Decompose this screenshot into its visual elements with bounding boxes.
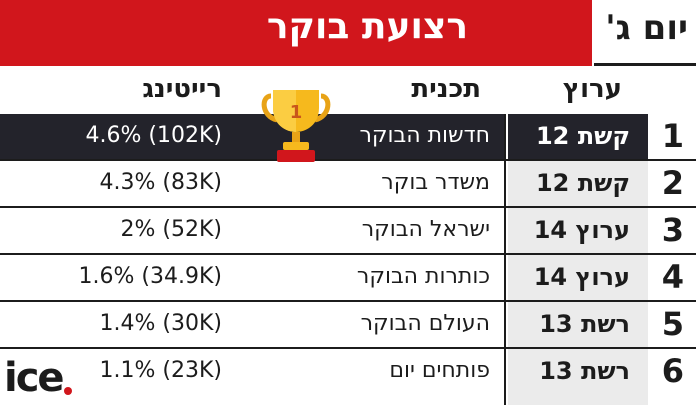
channel-cell: ערוץ 14 bbox=[508, 255, 648, 300]
channel-cell: קשת 12 bbox=[508, 161, 648, 206]
rating-cell: (23K) 1.1% פותחים יום bbox=[0, 349, 506, 405]
rating-cell: (34.9K) 1.6% כותרות הבוקר bbox=[0, 255, 506, 300]
trophy-stem bbox=[292, 132, 300, 142]
rank-number: 2 bbox=[661, 164, 684, 202]
channel-cell: רשת 13 bbox=[508, 349, 648, 405]
rank-cell: 6 bbox=[648, 349, 696, 394]
trophy-handle-left bbox=[261, 93, 278, 123]
program-name: כותרות הבוקר bbox=[356, 264, 490, 289]
column-header-channel: ערוץ bbox=[562, 74, 622, 104]
program-name: חדשות הבוקר bbox=[359, 123, 490, 148]
channel-cell: קשת 12 bbox=[508, 114, 648, 159]
table-row: (34.9K) 1.6% כותרות הבוקר ערוץ 14 4 bbox=[0, 255, 696, 302]
rank-number: 5 bbox=[661, 305, 684, 343]
trophy-handle-right bbox=[314, 93, 331, 123]
rank-cell: 5 bbox=[648, 302, 696, 347]
rank-cell: 4 bbox=[648, 255, 696, 300]
logo: ice bbox=[4, 358, 74, 402]
rating-value: (34.9K) 1.6% bbox=[78, 264, 223, 289]
table-row: (83K) 4.3% משדר בוקר קשת 12 2 bbox=[0, 161, 696, 208]
rank-cell: 3 bbox=[648, 208, 696, 253]
channel-name: קשת 12 bbox=[535, 169, 630, 197]
rating-cell: (52K) 2% ישראל הבוקר bbox=[0, 208, 506, 253]
trophy-base bbox=[277, 150, 315, 162]
logo-text: ice bbox=[4, 355, 65, 401]
table-row: (52K) 2% ישראל הבוקר ערוץ 14 3 bbox=[0, 208, 696, 255]
rank-number: 1 bbox=[661, 117, 684, 155]
logo-dot bbox=[64, 387, 72, 395]
rating-cell: (30K) 1.4% העולם הבוקר bbox=[0, 302, 506, 347]
program-name: העולם הבוקר bbox=[360, 311, 490, 336]
rank-cell: 2 bbox=[648, 161, 696, 206]
rank-number: 6 bbox=[661, 352, 684, 390]
rating-cell: (102K) 4.6% חדשות הבוקר bbox=[0, 114, 506, 159]
header-banner: רצועת בוקר bbox=[0, 0, 592, 66]
page-title: רצועת בוקר bbox=[266, 6, 468, 47]
column-header-rating: רייטינג bbox=[142, 74, 222, 104]
day-box: יום ג' bbox=[594, 0, 696, 66]
trophy-icon: 1 bbox=[261, 90, 331, 162]
table-row: (23K) 1.1% פותחים יום רשת 13 6 bbox=[0, 349, 696, 405]
channel-cell: רשת 13 bbox=[508, 302, 648, 347]
trophy-number: 1 bbox=[290, 102, 303, 123]
channel-name: רשת 13 bbox=[539, 310, 630, 338]
trophy-neck bbox=[283, 142, 309, 150]
row-divider bbox=[0, 159, 696, 161]
rating-cell: (83K) 4.3% משדר בוקר bbox=[0, 161, 506, 206]
row-divider bbox=[0, 300, 696, 302]
rating-value: (83K) 4.3% bbox=[99, 170, 223, 195]
channel-cell: ערוץ 14 bbox=[508, 208, 648, 253]
rating-value: (102K) 4.6% bbox=[85, 123, 223, 148]
column-header-program: תכנית bbox=[411, 74, 481, 104]
rank-number: 4 bbox=[661, 258, 684, 296]
day-label: יום ג' bbox=[605, 8, 688, 48]
rank-cell: 1 bbox=[648, 114, 696, 159]
trophy-cup-highlight bbox=[273, 90, 296, 132]
rank-number: 3 bbox=[661, 211, 684, 249]
row-divider bbox=[0, 347, 696, 349]
program-name: פותחים יום bbox=[389, 358, 490, 383]
program-name: משדר בוקר bbox=[381, 170, 490, 195]
channel-name: ערוץ 14 bbox=[533, 216, 630, 244]
row-divider bbox=[0, 206, 696, 208]
channel-name: קשת 12 bbox=[535, 122, 630, 150]
table-row: (30K) 1.4% העולם הבוקר רשת 13 5 bbox=[0, 302, 696, 349]
row-divider bbox=[0, 253, 696, 255]
rating-value: (23K) 1.1% bbox=[99, 358, 223, 383]
rating-value: (52K) 2% bbox=[120, 217, 223, 242]
program-name: ישראל הבוקר bbox=[361, 217, 490, 242]
rating-value: (30K) 1.4% bbox=[99, 311, 223, 336]
channel-name: ערוץ 14 bbox=[533, 263, 630, 291]
table-row: (102K) 4.6% חדשות הבוקר קשת 12 1 bbox=[0, 114, 696, 161]
channel-name: רשת 13 bbox=[539, 357, 630, 385]
